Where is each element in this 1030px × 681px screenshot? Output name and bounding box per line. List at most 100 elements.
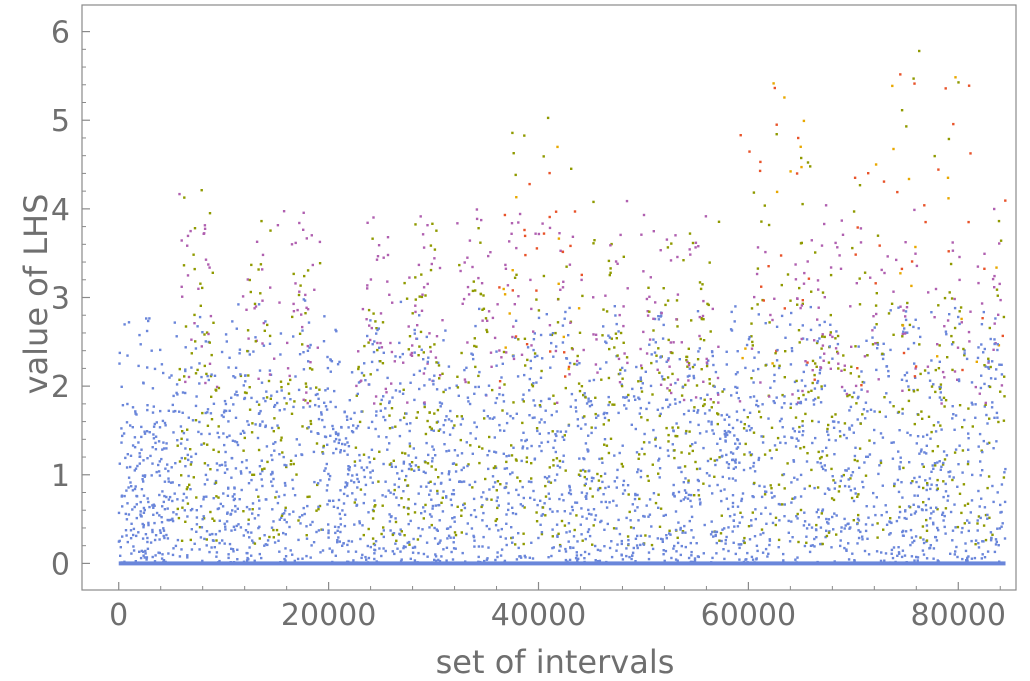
data-point: [1003, 500, 1007, 504]
data-point: [818, 457, 822, 460]
data-point: [719, 437, 722, 440]
data-point: [957, 315, 960, 319]
data-point: [856, 495, 859, 498]
data-point: [802, 370, 805, 374]
data-point: [604, 486, 607, 490]
data-point: [689, 253, 692, 256]
data-point: [851, 552, 854, 555]
data-point: [535, 247, 539, 250]
data-point: [542, 274, 546, 278]
data-point: [976, 529, 979, 532]
data-point: [157, 551, 160, 554]
data-point: [622, 479, 626, 483]
data-point: [931, 464, 934, 467]
data-point: [463, 506, 467, 510]
data-point: [993, 416, 996, 419]
data-point: [602, 423, 605, 426]
data-point: [938, 460, 941, 463]
data-point: [326, 484, 329, 487]
data-point: [752, 395, 756, 398]
data-point: [421, 528, 424, 531]
data-point: [559, 545, 562, 548]
data-point: [674, 510, 678, 513]
data-point: [567, 424, 570, 427]
data-point: [823, 352, 826, 355]
data-point: [165, 442, 168, 445]
data-point: [675, 422, 678, 425]
data-point: [845, 469, 848, 472]
data-point: [634, 398, 637, 401]
data-point: [306, 504, 309, 508]
data-point: [318, 262, 322, 265]
x-tick-label: 80000: [911, 598, 1006, 633]
data-point: [433, 374, 436, 377]
data-point: [805, 535, 808, 538]
data-point: [932, 562, 935, 565]
data-point: [530, 480, 533, 484]
data-point: [877, 472, 880, 476]
data-point: [386, 448, 389, 451]
data-point: [929, 517, 932, 520]
data-point: [878, 464, 881, 467]
data-point: [679, 553, 682, 557]
data-point: [583, 475, 586, 479]
data-point: [947, 137, 951, 141]
data-point: [782, 552, 785, 556]
data-point: [496, 506, 499, 510]
data-point: [986, 442, 989, 445]
data-point: [561, 435, 564, 439]
data-point: [151, 446, 154, 449]
data-point: [804, 412, 807, 416]
data-point: [896, 478, 900, 482]
data-point: [623, 404, 626, 407]
data-point: [584, 470, 587, 473]
data-point: [790, 347, 794, 350]
data-point: [413, 559, 417, 562]
data-point: [615, 549, 618, 552]
data-point: [236, 558, 239, 561]
data-point: [224, 528, 227, 531]
data-point: [883, 271, 886, 275]
data-point: [456, 222, 459, 225]
data-point: [132, 533, 135, 537]
data-point: [793, 380, 797, 384]
data-point: [903, 516, 906, 520]
data-point: [465, 366, 468, 369]
data-point: [524, 253, 527, 257]
data-point: [682, 259, 685, 262]
data-point: [236, 443, 240, 447]
data-point: [633, 509, 637, 512]
data-point: [371, 237, 374, 240]
data-point: [456, 454, 459, 457]
data-point: [176, 538, 180, 542]
data-point: [334, 531, 337, 535]
data-point: [872, 505, 876, 508]
data-point: [938, 387, 942, 391]
data-point: [823, 335, 826, 339]
data-point: [167, 552, 170, 555]
data-point: [152, 425, 156, 428]
data-point: [487, 310, 491, 313]
data-point: [507, 502, 510, 505]
data-point: [217, 496, 220, 499]
data-point: [305, 554, 308, 558]
data-point: [511, 541, 514, 544]
data-point: [725, 497, 728, 500]
data-point: [693, 406, 696, 409]
data-point: [740, 499, 743, 503]
data-point: [855, 282, 858, 285]
data-point: [201, 286, 204, 290]
data-point: [567, 540, 570, 543]
data-point: [707, 359, 710, 362]
data-point: [633, 497, 637, 501]
data-point: [370, 420, 374, 424]
data-point: [639, 475, 643, 479]
data-point: [521, 485, 524, 489]
data-point: [796, 478, 799, 481]
data-point: [853, 559, 856, 562]
data-point: [120, 385, 123, 388]
data-point: [983, 267, 986, 270]
data-point: [547, 492, 550, 495]
data-point: [820, 512, 823, 515]
data-point: [436, 542, 440, 545]
